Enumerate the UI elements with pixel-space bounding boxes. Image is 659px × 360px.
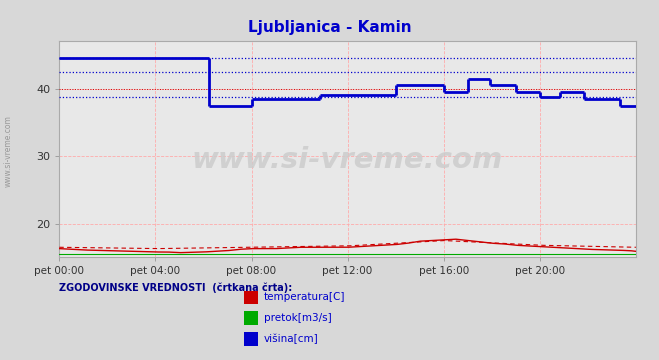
Text: ZGODOVINSKE VREDNOSTI  (črtkana črta):: ZGODOVINSKE VREDNOSTI (črtkana črta): <box>59 283 293 293</box>
Text: www.si-vreme.com: www.si-vreme.com <box>192 146 503 174</box>
Text: višina[cm]: višina[cm] <box>264 334 318 344</box>
Text: www.si-vreme.com: www.si-vreme.com <box>3 115 13 187</box>
Text: Ljubljanica - Kamin: Ljubljanica - Kamin <box>248 20 411 35</box>
Text: pretok[m3/s]: pretok[m3/s] <box>264 313 331 323</box>
Text: temperatura[C]: temperatura[C] <box>264 292 345 302</box>
